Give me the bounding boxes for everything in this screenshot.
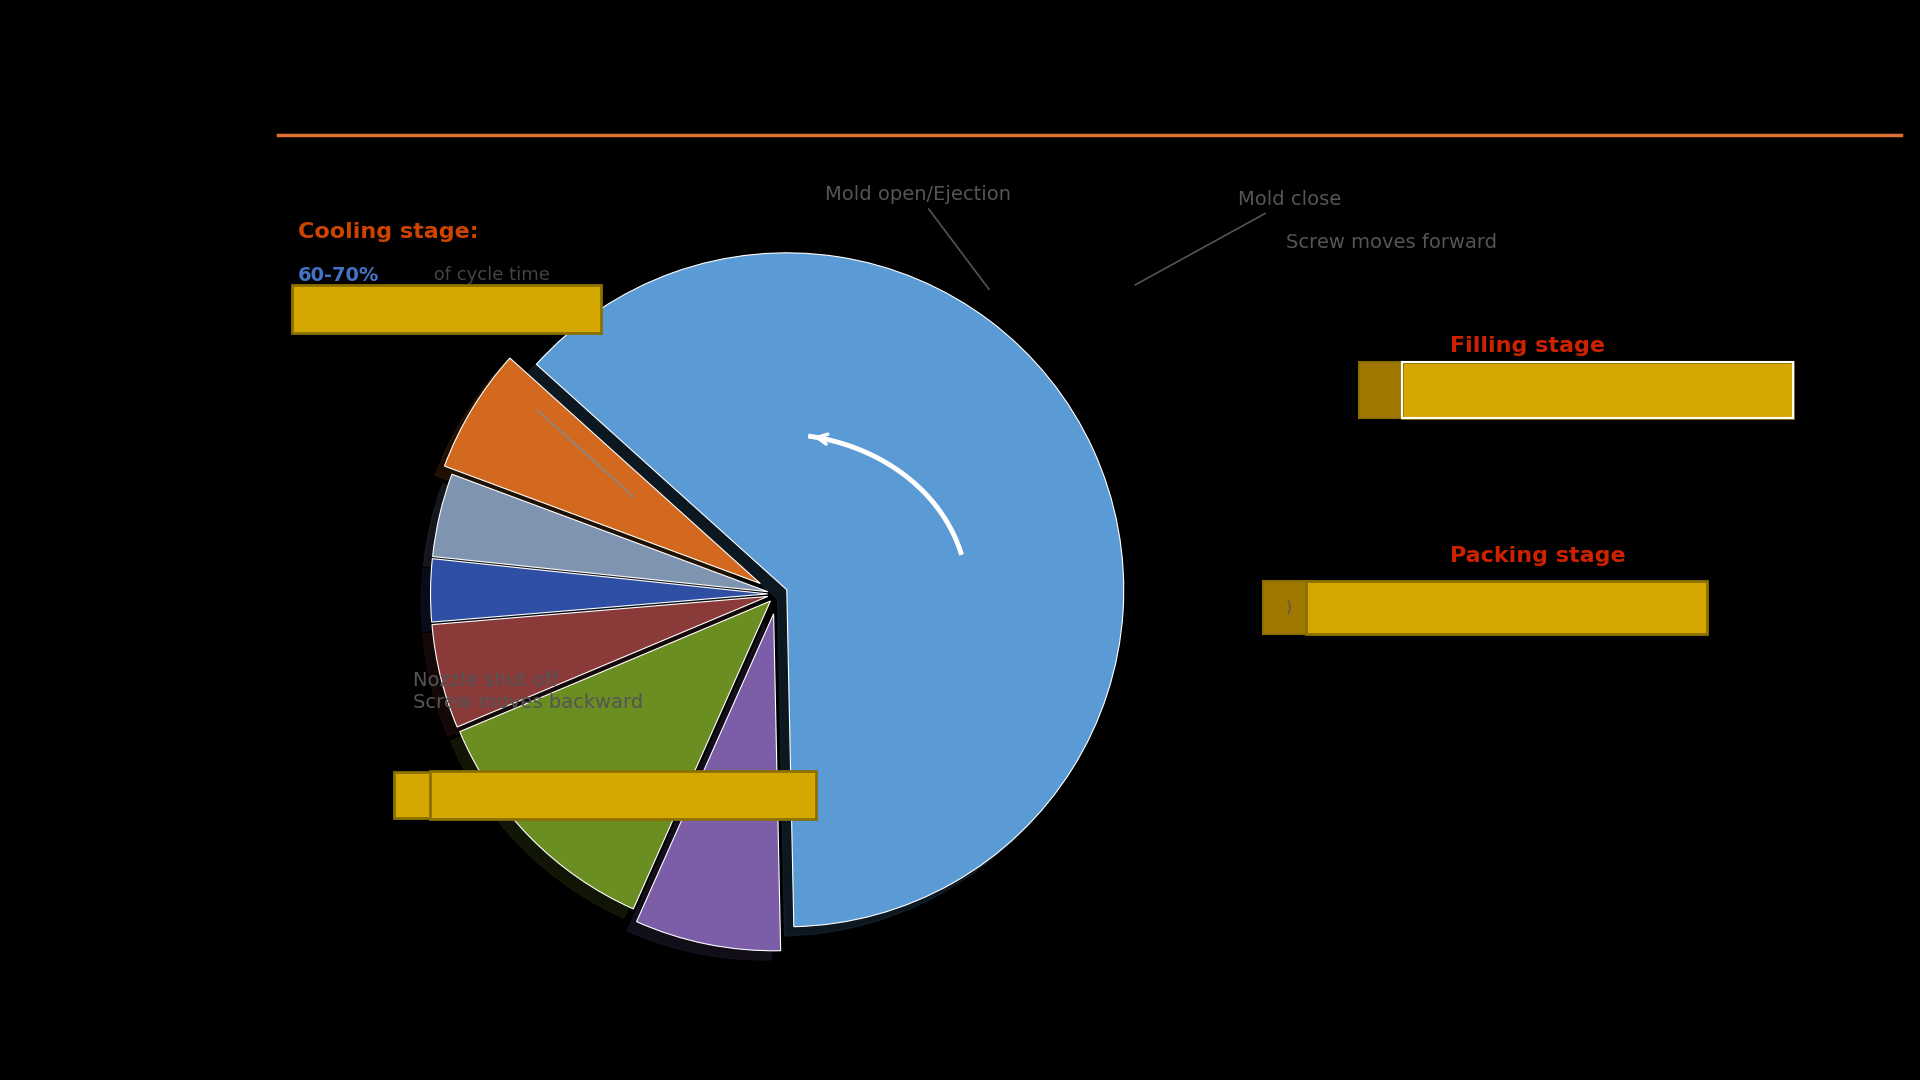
Wedge shape bbox=[432, 596, 768, 727]
Wedge shape bbox=[637, 613, 781, 950]
Wedge shape bbox=[432, 474, 768, 592]
Wedge shape bbox=[430, 558, 768, 622]
Text: of cycle time: of cycle time bbox=[428, 267, 549, 284]
FancyBboxPatch shape bbox=[1402, 362, 1793, 418]
FancyBboxPatch shape bbox=[430, 771, 816, 819]
Wedge shape bbox=[445, 359, 760, 583]
FancyBboxPatch shape bbox=[1263, 581, 1313, 634]
Text: ): ) bbox=[1284, 600, 1292, 615]
Wedge shape bbox=[459, 602, 770, 909]
Text: Packing stage: Packing stage bbox=[1450, 546, 1624, 566]
Text: Nozzle shut off
Screw moves backward: Nozzle shut off Screw moves backward bbox=[413, 671, 643, 712]
Text: Mold open/Ejection: Mold open/Ejection bbox=[826, 185, 1010, 289]
Text: Cooling stage:: Cooling stage: bbox=[298, 222, 478, 242]
Text: 60-70%: 60-70% bbox=[298, 266, 378, 285]
Text: Injection Molding Cycle: Injection Molding Cycle bbox=[852, 64, 1327, 98]
Text: Screw moves forward: Screw moves forward bbox=[1286, 233, 1498, 253]
Text: Filling stage: Filling stage bbox=[1450, 336, 1605, 355]
Text: Mold close: Mold close bbox=[1135, 190, 1342, 285]
FancyBboxPatch shape bbox=[394, 772, 432, 818]
Wedge shape bbox=[536, 253, 1123, 927]
FancyBboxPatch shape bbox=[1359, 362, 1409, 418]
FancyBboxPatch shape bbox=[1306, 581, 1707, 634]
FancyBboxPatch shape bbox=[292, 285, 601, 333]
